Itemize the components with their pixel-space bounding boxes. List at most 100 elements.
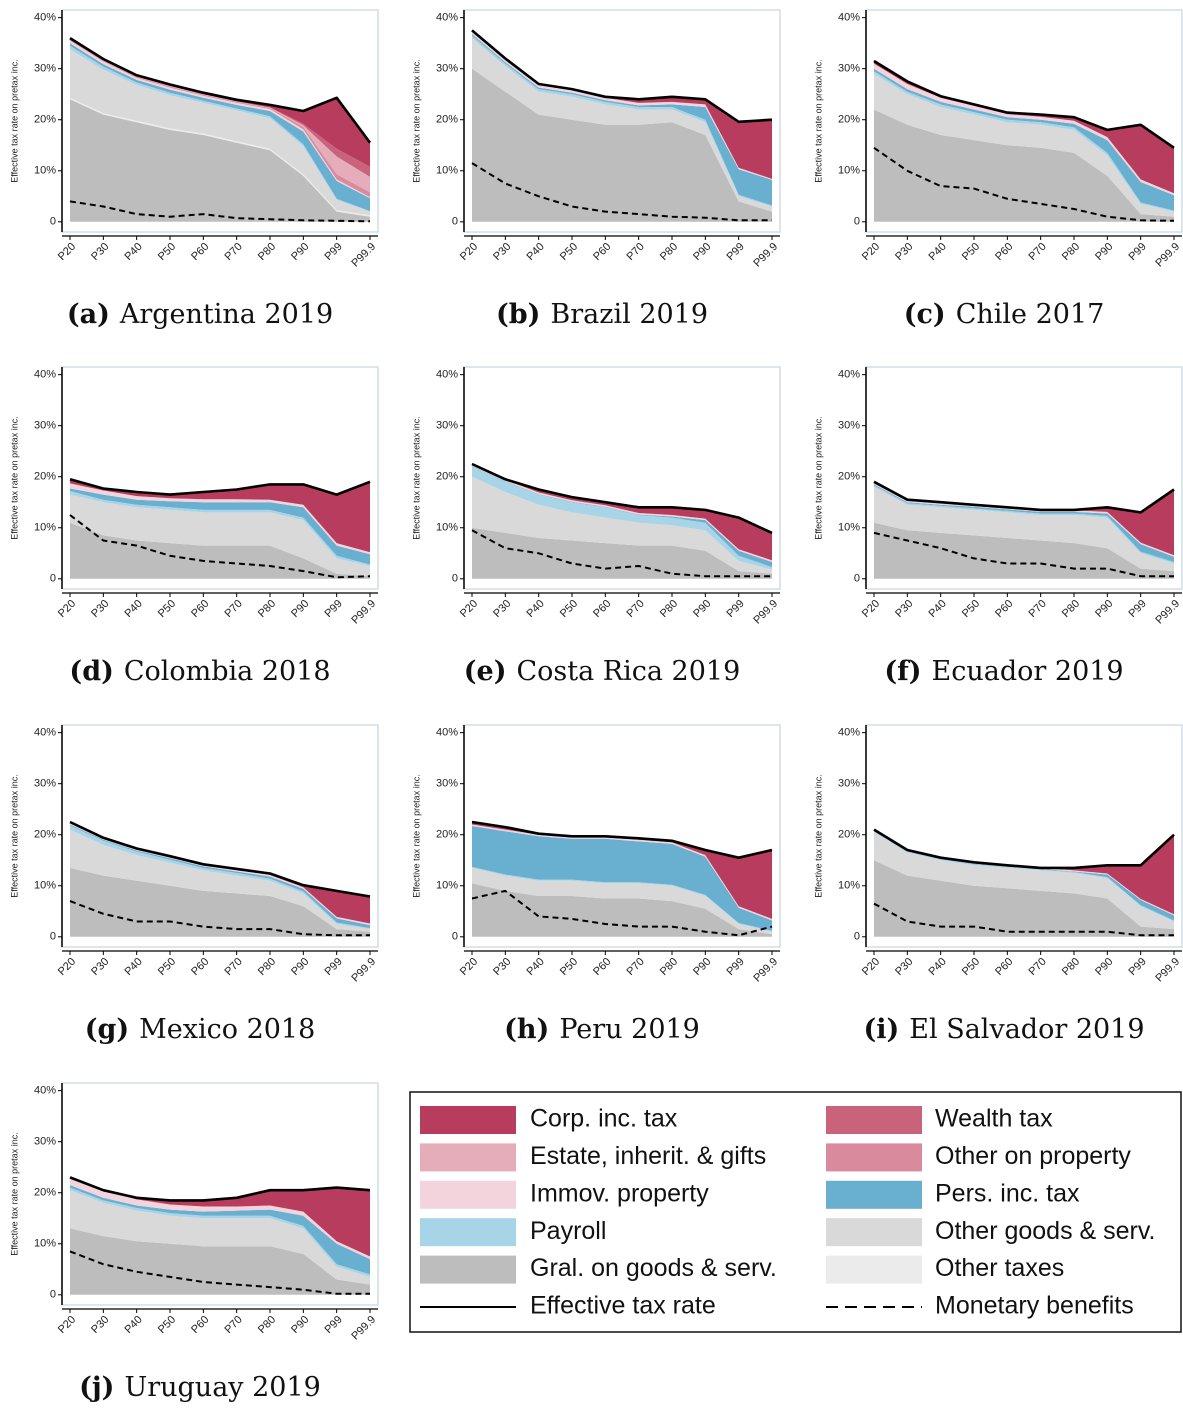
y-tick-label: 10%: [838, 165, 860, 177]
area: [70, 1177, 370, 1260]
y-tick-label: 40%: [838, 369, 860, 381]
y-tick-label: 20%: [436, 471, 458, 483]
dashed-line: [69, 1250, 370, 1295]
y-tick-label: 30%: [436, 420, 458, 432]
y-tick-label: 20%: [838, 471, 860, 483]
legend-label: Other goods & serv.: [935, 1217, 1155, 1245]
legend-label: Estate, inherit. & gifts: [530, 1142, 766, 1170]
y-tick-label: 20%: [436, 114, 458, 126]
y-tick-label: 0: [50, 931, 56, 943]
x-tick-label: P80: [1060, 598, 1082, 620]
dashed-line: [471, 162, 772, 222]
legend-swatch: [826, 1255, 922, 1284]
x-tick-label: P20: [458, 956, 480, 978]
x-tick-label: P40: [123, 1314, 145, 1336]
y-tick-label: 40%: [436, 369, 458, 381]
x-tick-label: P60: [189, 1314, 211, 1336]
area: [874, 486, 1174, 572]
caption: (j) Uruguay 2019: [79, 1372, 321, 1403]
y-tick-label: 30%: [838, 778, 860, 790]
x-tick-label: P20: [56, 956, 78, 978]
line: [471, 29, 773, 124]
legend-label: Pers. inc. tax: [935, 1179, 1080, 1207]
area: [70, 1177, 370, 1257]
legend-swatch: [420, 1255, 516, 1284]
y-axis-label: Effective tax rate on pretax inc.: [411, 59, 421, 182]
x-tick-label: P99.9: [751, 956, 780, 985]
caption-title: Brazil 2019: [550, 299, 708, 330]
x-tick-label: P40: [927, 956, 949, 978]
caption: (b) Brazil 2019: [496, 299, 708, 330]
x-tick-label: P99: [323, 241, 345, 263]
x-tick-label: P99: [1127, 956, 1149, 978]
x-tick-label: P99: [1127, 241, 1149, 263]
y-tick-label: 30%: [34, 420, 56, 432]
y-tick-label: 40%: [34, 12, 56, 24]
y-axis-label: Effective tax rate on pretax inc.: [9, 1132, 19, 1255]
x-tick-label: P20: [860, 241, 882, 263]
x-tick-label: P20: [860, 956, 882, 978]
y-tick-label: 0: [854, 931, 860, 943]
area: [70, 522, 370, 579]
caption-label: (b): [496, 299, 540, 330]
x-tick-label: P50: [960, 598, 982, 620]
x-tick-label: P70: [223, 241, 245, 263]
area: [70, 479, 370, 553]
x-tick-label: P60: [993, 598, 1015, 620]
y-tick-label: 0: [50, 216, 56, 228]
x-tick-label: P50: [558, 241, 580, 263]
x-tick-label: P60: [189, 956, 211, 978]
y-tick-label: 30%: [838, 63, 860, 75]
x-tick-label: P40: [927, 241, 949, 263]
x-tick-label: P99: [725, 956, 747, 978]
x-tick-label: P99.9: [349, 598, 378, 627]
area: [874, 832, 1174, 930]
y-tick-label: 10%: [34, 1238, 56, 1250]
area: [70, 45, 370, 212]
legend-swatch: [420, 1143, 516, 1172]
y-tick-label: 0: [854, 216, 860, 228]
caption-title: Ecuador 2019: [932, 656, 1124, 687]
x-tick-label: P80: [658, 241, 680, 263]
x-tick-label: P90: [1093, 598, 1115, 620]
panel: 0 10% 20% 30% 40% P20 P30 P40 P50 P60 P70 P80 P90 P99…: [813, 724, 1183, 1045]
x-tick-label: P80: [256, 956, 278, 978]
y-tick-label: 30%: [34, 1136, 56, 1148]
caption: (d) Colombia 2018: [69, 656, 330, 687]
caption-label: (a): [67, 299, 110, 330]
x-tick-label: P70: [625, 956, 647, 978]
y-axis-label: Effective tax rate on pretax inc.: [813, 416, 823, 539]
x-tick-label: P70: [625, 598, 647, 620]
line: [69, 820, 371, 898]
y-tick-label: 40%: [838, 12, 860, 24]
x-tick-label: P90: [289, 598, 311, 620]
legend-label: Immov. property: [530, 1179, 709, 1207]
line: [69, 478, 371, 496]
x-tick-label: P99.9: [349, 1314, 378, 1343]
area: [70, 40, 370, 199]
area: [874, 522, 1174, 579]
x-tick-label: P50: [156, 598, 178, 620]
caption-title: Colombia 2018: [124, 656, 331, 687]
area: [874, 68, 1174, 211]
area: [874, 485, 1174, 564]
y-axis-label: Effective tax rate on pretax inc.: [411, 416, 421, 539]
x-tick-label: P40: [525, 241, 547, 263]
caption-label: (e): [464, 656, 507, 687]
caption: (f) Ecuador 2019: [884, 656, 1123, 687]
x-tick-label: P99: [323, 956, 345, 978]
x-tick-label: P70: [223, 598, 245, 620]
y-tick-label: 10%: [34, 880, 56, 892]
caption-title: Peru 2019: [559, 1014, 700, 1045]
caption-label: (d): [69, 656, 113, 687]
area: [70, 822, 370, 924]
x-tick-label: P80: [256, 1314, 278, 1336]
area: [70, 491, 370, 566]
dashed-line: [873, 531, 1174, 578]
caption-title: El Salvador 2019: [909, 1014, 1144, 1045]
area: [70, 1228, 370, 1295]
y-axis-label: Effective tax rate on pretax inc.: [813, 59, 823, 182]
y-tick-label: 20%: [838, 829, 860, 841]
x-tick-label: P90: [691, 241, 713, 263]
